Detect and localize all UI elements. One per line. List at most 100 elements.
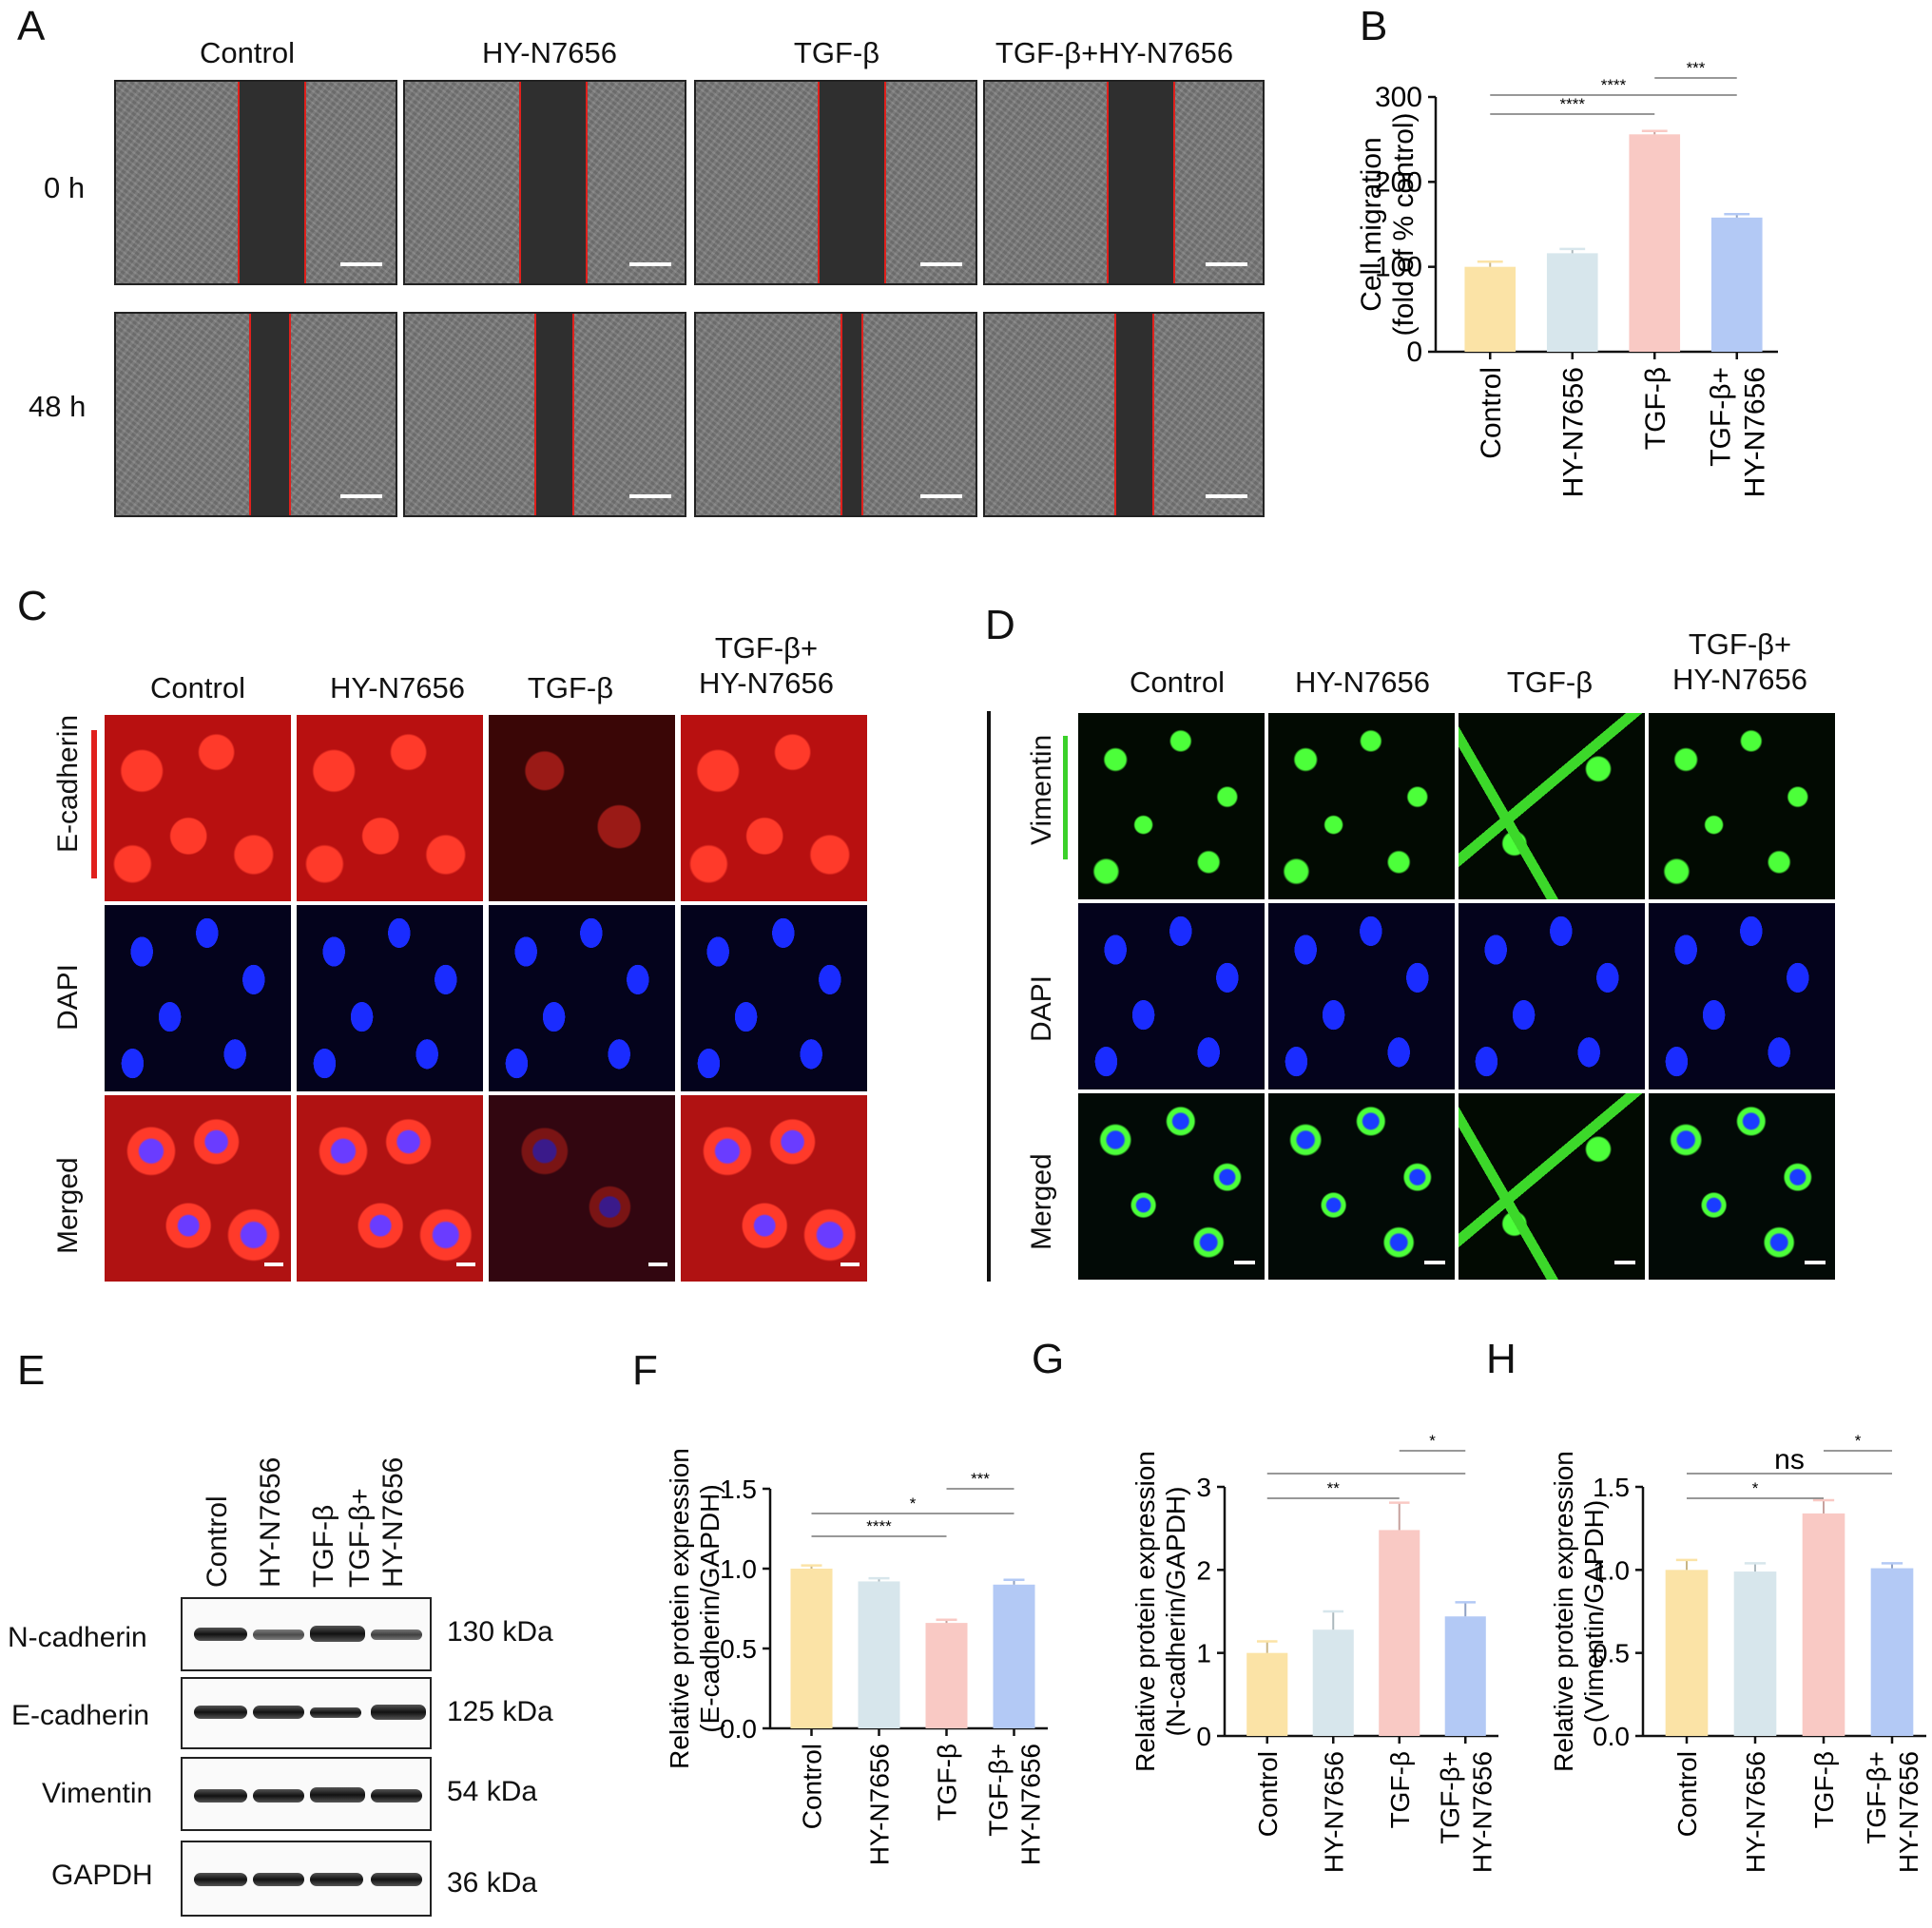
y-tick-label: 0.5	[1593, 1639, 1630, 1668]
d-col-label-tgf-hy: TGF-β+ HY-N7656	[1672, 627, 1807, 696]
y-tick-label: 0.0	[720, 1714, 757, 1744]
if-image-merged-control-d	[1078, 1093, 1265, 1280]
if-image-merged-control-c	[105, 1095, 291, 1282]
x-tick-label: TGF-β	[1640, 367, 1671, 450]
bar	[925, 1623, 968, 1728]
panel-letter-h: H	[1486, 1336, 1517, 1382]
y-tick-label: 0	[1196, 1722, 1211, 1751]
e-cadherin-color-marker	[91, 730, 97, 878]
if-image-ecad-tgf	[489, 715, 675, 901]
y-axis-label: Cell migration	[1356, 137, 1387, 311]
blot-gapdh	[181, 1841, 432, 1917]
col-label-hy-n7656: HY-N7656	[482, 36, 617, 69]
significance-label: ***	[971, 1470, 990, 1488]
bar-chart-f: Relative protein expression (E-cadherin/G…	[665, 1448, 1048, 1865]
y-axis-label: Relative protein expression	[665, 1448, 694, 1769]
significance-label: ns	[1774, 1444, 1805, 1475]
panel-divider	[987, 711, 991, 1282]
x-tick-label: HY-N7656	[1558, 367, 1590, 497]
x-tick-label: HY-N7656	[1016, 1744, 1046, 1865]
panel-letter-a: A	[17, 3, 46, 49]
d-row-label-merged: Merged	[1026, 1153, 1057, 1250]
if-image-merged-tgf-hy-d	[1649, 1093, 1835, 1280]
col-label-control: Control	[200, 36, 295, 69]
if-image-vim-tgf-hy	[1649, 713, 1835, 899]
x-tick-label: HY-N7656	[865, 1744, 895, 1865]
x-tick-label: TGF-β+	[1862, 1751, 1891, 1844]
scratch-image-hy-0h	[403, 80, 686, 285]
c-col-label-hy: HY-N7656	[330, 671, 465, 704]
if-image-merged-tgf-hy-c	[681, 1095, 867, 1282]
kda-vimentin: 54 kDa	[447, 1776, 538, 1807]
kda-n-cadherin: 130 kDa	[447, 1616, 553, 1648]
y-axis-label: (fold of % control)	[1388, 112, 1420, 336]
y-axis-label: (Vimentin/GAPDH)	[1579, 1500, 1609, 1723]
if-image-ecad-hy	[297, 715, 483, 901]
bar	[858, 1581, 900, 1728]
if-image-merged-tgf-c	[489, 1095, 675, 1282]
y-tick-label: 1.0	[720, 1554, 757, 1584]
if-image-dapi-tgf-hy-d	[1649, 903, 1835, 1089]
d-col-label-control: Control	[1130, 665, 1225, 699]
x-tick-label: HY-N7656	[1894, 1751, 1923, 1873]
x-tick-label: HY-N7656	[1467, 1751, 1497, 1873]
if-image-dapi-hy-d	[1268, 903, 1455, 1089]
y-tick-label: 0	[1406, 337, 1422, 368]
d-row-label-dapi: DAPI	[1026, 974, 1057, 1043]
y-tick-label: 3	[1196, 1473, 1211, 1502]
blot-label-n-cadherin: N-cadherin	[8, 1622, 147, 1653]
panel-letter-b: B	[1360, 3, 1388, 49]
panel-letter-d: D	[985, 602, 1015, 648]
lane-label-hy: HY-N7656	[255, 1456, 286, 1588]
bar	[1546, 253, 1598, 352]
if-image-vim-control	[1078, 713, 1265, 899]
x-tick-label: Control	[1476, 367, 1507, 459]
bar	[1464, 266, 1517, 352]
scratch-image-control-0h	[114, 80, 397, 285]
y-axis-label: (N-cadherin/GAPDH)	[1161, 1487, 1190, 1737]
bar	[1379, 1530, 1420, 1736]
x-tick-label: HY-N7656	[1319, 1751, 1348, 1873]
significance-label: *	[1855, 1432, 1862, 1450]
if-image-dapi-control-c	[105, 905, 291, 1091]
if-image-merged-hy-d	[1268, 1093, 1455, 1280]
y-tick-label: 200	[1375, 166, 1422, 198]
scratch-image-control-48h	[114, 312, 397, 517]
if-image-merged-hy-c	[297, 1095, 483, 1282]
x-tick-label: Control	[798, 1744, 827, 1829]
bar	[1629, 134, 1681, 352]
row-label-0h: 0 h	[44, 171, 86, 204]
vimentin-color-marker	[1063, 736, 1068, 859]
if-image-merged-tgf-d	[1459, 1093, 1645, 1280]
bar-chart-b: Cell migration (fold of % control)0 100 200…	[1356, 59, 1778, 497]
x-tick-label: HY-N7656	[1741, 1751, 1770, 1873]
scratch-image-tgf-hy-0h	[983, 80, 1265, 285]
y-axis-label: Relative protein expression	[1549, 1451, 1578, 1772]
significance-label: *	[1429, 1432, 1436, 1450]
bar-chart-g: Relative protein expression (N-cadherin/G…	[1130, 1432, 1498, 1873]
panel-letter-f: F	[632, 1347, 658, 1394]
scratch-image-tgf-hy-48h	[983, 312, 1265, 517]
scratch-image-hy-48h	[403, 312, 686, 517]
x-tick-label: TGF-β+	[1706, 367, 1737, 467]
y-tick-label: 0.5	[720, 1634, 757, 1664]
significance-label: ****	[866, 1517, 892, 1535]
bar	[790, 1569, 833, 1728]
d-row-label-vimentin: Vimentin	[1026, 734, 1057, 845]
col-label-tgf-b: TGF-β	[793, 36, 880, 69]
blot-label-e-cadherin: E-cadherin	[11, 1700, 150, 1731]
y-tick-label: 0.0	[1593, 1722, 1630, 1751]
if-image-dapi-tgf-c	[489, 905, 675, 1091]
panel-letter-e: E	[17, 1347, 46, 1394]
y-tick-label: 2	[1196, 1555, 1211, 1585]
bar	[1870, 1568, 1914, 1736]
bar	[1802, 1513, 1845, 1736]
x-tick-label: TGF-β	[933, 1744, 962, 1821]
lane-label-tgf: TGF-β	[308, 1504, 339, 1588]
row-label-48h: 48 h	[29, 390, 87, 423]
x-tick-label: TGF-β+	[1435, 1751, 1464, 1844]
kda-e-cadherin: 125 kDa	[447, 1696, 553, 1727]
y-tick-label: 300	[1375, 82, 1422, 113]
bar	[1246, 1652, 1288, 1736]
significance-label: **	[1327, 1479, 1341, 1497]
